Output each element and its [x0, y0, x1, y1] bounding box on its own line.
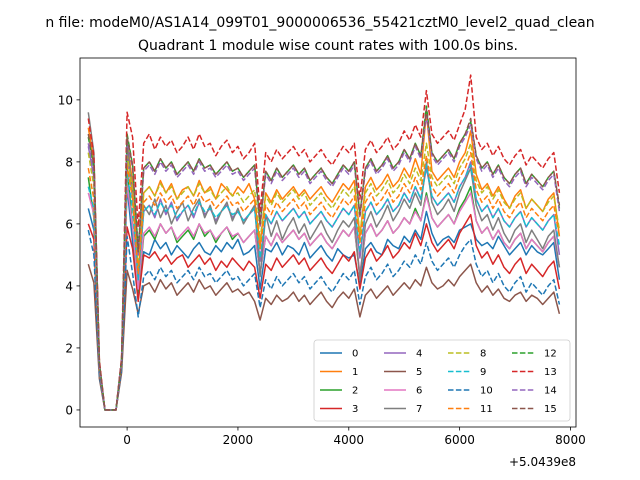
figure-suptitle: n file: modeM0/AS1A14_099T01_9000006536_…	[45, 15, 594, 31]
legend-label-11: 11	[480, 404, 493, 415]
legend-label-2: 2	[352, 386, 358, 397]
legend-label-4: 4	[416, 349, 422, 360]
legend-label-0: 0	[352, 349, 358, 360]
y-tick-label: 10	[58, 93, 73, 107]
x-axis: 0 2000 4000 6000 8000	[123, 427, 586, 447]
x-tick-label: 4000	[334, 433, 365, 447]
y-tick-label: 6	[65, 217, 73, 231]
x-tick-label: 6000	[444, 433, 475, 447]
legend-label-3: 3	[352, 404, 358, 415]
legend-label-6: 6	[416, 386, 422, 397]
y-tick-label: 0	[65, 403, 73, 417]
legend-label-9: 9	[480, 367, 486, 378]
legend-label-14: 14	[544, 386, 557, 397]
x-tick-label: 8000	[555, 433, 586, 447]
y-tick-label: 4	[65, 279, 73, 293]
legend-label-8: 8	[480, 349, 486, 360]
series-line-3	[87, 213, 561, 411]
y-axis: 0 2 4 6 8 10	[58, 93, 80, 417]
series-line-15	[87, 108, 561, 411]
series-line-11	[87, 151, 561, 411]
x-tick-label: 2000	[223, 433, 254, 447]
series-line-6	[87, 182, 561, 411]
series-line-1	[87, 111, 561, 411]
chart-title: Quadrant 1 module wise count rates with …	[138, 38, 518, 54]
y-tick-label: 8	[65, 155, 73, 169]
series-line-14	[87, 114, 561, 411]
series-line-13	[87, 74, 561, 411]
series-line-0	[87, 185, 561, 411]
legend-label-7: 7	[416, 404, 422, 415]
legend-label-15: 15	[544, 404, 557, 415]
series-line-7	[87, 112, 561, 411]
series-layer	[87, 74, 561, 411]
series-line-10	[87, 229, 561, 411]
plot-frame	[79, 57, 577, 428]
legend-label-1: 1	[352, 367, 358, 378]
legend-label-12: 12	[544, 349, 557, 360]
x-tick-label: 0	[123, 433, 131, 447]
series-line-9	[87, 164, 561, 411]
legend-label-10: 10	[480, 386, 493, 397]
legend-box	[313, 339, 571, 422]
legend-label-5: 5	[416, 367, 422, 378]
series-line-5	[87, 263, 561, 411]
y-tick-label: 2	[65, 341, 73, 355]
legend-label-13: 13	[544, 367, 557, 378]
series-line-8	[87, 142, 561, 411]
x-offset-label: +5.0439e8	[509, 455, 576, 469]
